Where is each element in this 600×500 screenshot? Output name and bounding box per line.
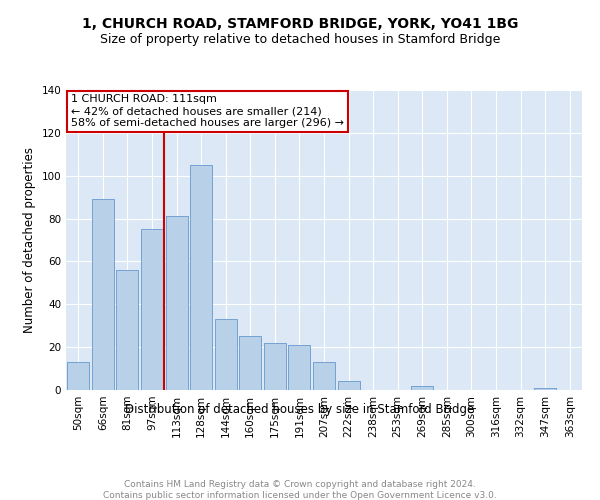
- Bar: [313, 362, 335, 390]
- Bar: [116, 270, 139, 390]
- Bar: [141, 230, 163, 390]
- Bar: [67, 362, 89, 390]
- Text: Contains HM Land Registry data © Crown copyright and database right 2024.
Contai: Contains HM Land Registry data © Crown c…: [103, 480, 497, 500]
- Bar: [411, 386, 433, 390]
- Bar: [534, 388, 556, 390]
- Bar: [166, 216, 188, 390]
- Text: 1, CHURCH ROAD, STAMFORD BRIDGE, YORK, YO41 1BG: 1, CHURCH ROAD, STAMFORD BRIDGE, YORK, Y…: [82, 18, 518, 32]
- Bar: [239, 336, 262, 390]
- Bar: [190, 165, 212, 390]
- Bar: [289, 345, 310, 390]
- Text: Size of property relative to detached houses in Stamford Bridge: Size of property relative to detached ho…: [100, 32, 500, 46]
- Bar: [92, 200, 114, 390]
- Text: 1 CHURCH ROAD: 111sqm
← 42% of detached houses are smaller (214)
58% of semi-det: 1 CHURCH ROAD: 111sqm ← 42% of detached …: [71, 94, 344, 128]
- Bar: [264, 343, 286, 390]
- Text: Distribution of detached houses by size in Stamford Bridge: Distribution of detached houses by size …: [125, 402, 475, 415]
- Bar: [215, 320, 237, 390]
- Bar: [338, 382, 359, 390]
- Y-axis label: Number of detached properties: Number of detached properties: [23, 147, 36, 333]
